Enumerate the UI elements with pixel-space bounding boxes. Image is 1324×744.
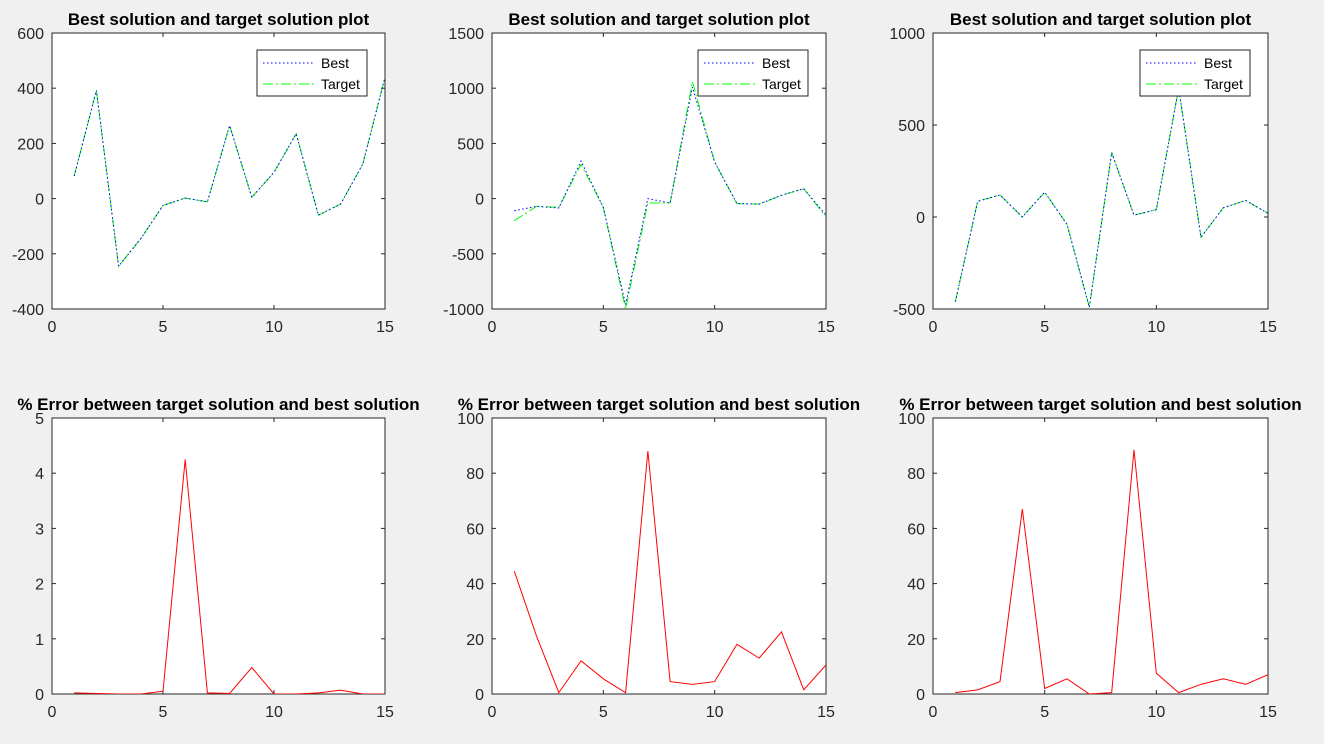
chart-title: % Error between target solution and best… [17, 395, 419, 414]
legend-label-target: Target [321, 76, 360, 92]
y-tick-label: -500 [452, 247, 484, 264]
y-tick-label: 100 [898, 411, 925, 428]
axes-frame [491, 417, 827, 695]
y-tick-label: 5 [35, 411, 44, 428]
legend: Best Target [697, 49, 809, 97]
y-tick-label: 400 [17, 81, 44, 98]
y-tick-label: 2 [35, 577, 44, 594]
x-tick-label: 5 [599, 704, 608, 721]
series-line-error [513, 451, 826, 694]
y-tick-label: 0 [916, 687, 925, 704]
legend-label-target: Target [1204, 76, 1243, 92]
legend-label-best: Best [1204, 55, 1232, 71]
x-tick-label: 15 [376, 319, 394, 336]
legend: Best Target [256, 49, 368, 97]
series-line-best [514, 86, 826, 305]
x-tick-label: 5 [159, 319, 168, 336]
x-tick-label: 15 [376, 704, 394, 721]
y-tick-label: 4 [35, 466, 44, 483]
legend-box [1139, 49, 1251, 97]
y-tick-label: 60 [466, 521, 484, 538]
chart-title: Best solution and target solution plot [950, 10, 1252, 29]
y-tick-label: 200 [17, 136, 44, 153]
x-tick-label: 0 [929, 704, 938, 721]
chart-title: Best solution and target solution plot [68, 10, 370, 29]
y-tick-label: 80 [907, 466, 925, 483]
y-tick-label: -200 [12, 247, 44, 264]
x-tick-label: 5 [599, 319, 608, 336]
y-tick-label: 500 [457, 136, 484, 153]
x-tick-label: 10 [1147, 319, 1165, 336]
y-tick-label: 500 [898, 118, 925, 135]
x-tick-label: 0 [488, 319, 497, 336]
axes-frame [932, 417, 1269, 695]
y-tick-label: 1000 [448, 81, 484, 98]
y-tick-label: 0 [916, 210, 925, 227]
x-tick-label: 5 [159, 704, 168, 721]
x-tick-label: 0 [48, 704, 57, 721]
y-tick-label: 20 [907, 632, 925, 649]
x-tick-label: 0 [48, 319, 57, 336]
y-tick-label: 1500 [448, 26, 484, 43]
chart-panel-5: % Error between target solution and best… [457, 395, 860, 721]
y-tick-label: 0 [475, 687, 484, 704]
series-line-best [73, 77, 385, 268]
y-tick-label: -500 [893, 302, 925, 319]
chart-panel-2: Best solution and target solution plot 0 5… [443, 10, 835, 336]
chart-title: % Error between target solution and best… [458, 395, 860, 414]
x-tick-label: 5 [1040, 704, 1049, 721]
legend-label-target: Target [762, 76, 801, 92]
x-tick-label: 15 [817, 319, 835, 336]
x-tick-label: 0 [929, 319, 938, 336]
y-tick-label: 600 [17, 26, 44, 43]
y-tick-label: 3 [35, 521, 44, 538]
y-tick-label: 40 [466, 577, 484, 594]
y-tick-label: 0 [35, 192, 44, 209]
x-tick-label: 0 [488, 704, 497, 721]
legend-label-best: Best [321, 55, 349, 71]
y-tick-label: 1 [35, 632, 44, 649]
chart-title: % Error between target solution and best… [899, 395, 1301, 414]
chart-panel-4: % Error between target solution and best… [17, 395, 419, 721]
y-tick-label: 60 [907, 521, 925, 538]
x-tick-label: 10 [265, 704, 283, 721]
y-tick-label: -1000 [443, 302, 484, 319]
x-tick-label: 15 [1259, 704, 1277, 721]
legend-box [697, 49, 809, 97]
y-tick-label: 0 [475, 192, 484, 209]
x-tick-label: 15 [1259, 319, 1277, 336]
x-tick-label: 10 [706, 704, 724, 721]
y-tick-label: 20 [466, 632, 484, 649]
y-tick-label: 100 [457, 411, 484, 428]
y-tick-label: 0 [35, 687, 44, 704]
series-line-error [74, 459, 385, 694]
legend-box [256, 49, 368, 97]
chart-panel-1: Best solution and target solution plot 0 5… [12, 10, 394, 336]
chart-title: Best solution and target solution plot [508, 10, 810, 29]
chart-panel-6: % Error between target solution and best… [898, 395, 1301, 721]
chart-panel-3: Best solution and target solution plot 0 5… [889, 10, 1277, 336]
series-line-error [955, 449, 1268, 694]
axes-frame [51, 417, 386, 695]
legend-label-best: Best [762, 55, 790, 71]
y-tick-label: 40 [907, 577, 925, 594]
y-tick-label: 1000 [889, 26, 925, 43]
x-tick-label: 15 [817, 704, 835, 721]
x-tick-label: 10 [265, 319, 283, 336]
y-tick-label: 80 [466, 466, 484, 483]
x-tick-label: 10 [1147, 704, 1165, 721]
y-tick-label: -400 [12, 302, 44, 319]
legend: Best Target [1139, 49, 1251, 97]
x-tick-label: 5 [1040, 319, 1049, 336]
series-line-best [954, 88, 1268, 308]
x-tick-label: 10 [706, 319, 724, 336]
